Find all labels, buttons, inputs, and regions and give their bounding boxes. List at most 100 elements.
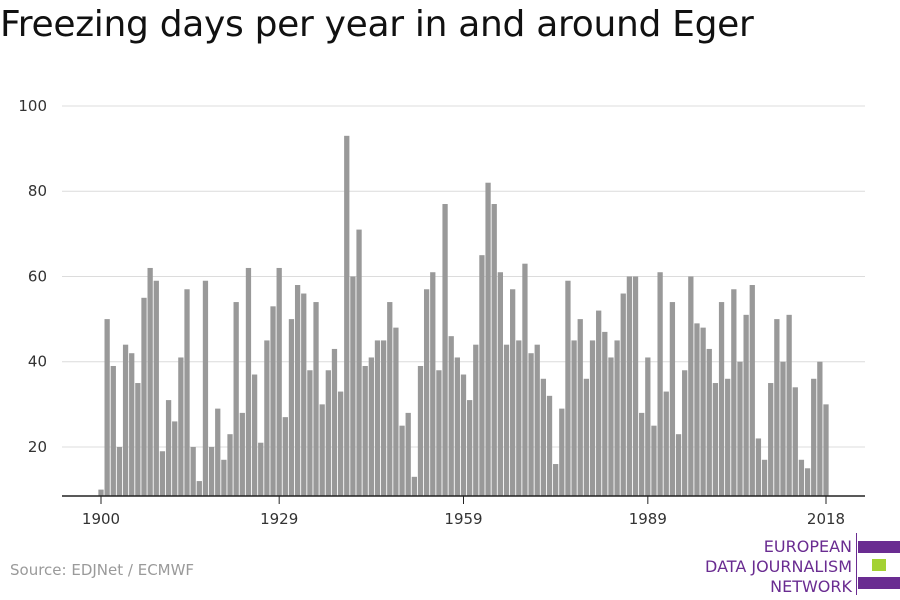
logo-bar-purple-bottom (858, 577, 900, 589)
bar-1908 (147, 267, 153, 496)
bar-1920 (221, 459, 227, 496)
bar-1994 (675, 434, 682, 496)
bar-2014 (798, 459, 805, 496)
bar-1974 (553, 464, 559, 496)
bar-1968 (516, 340, 522, 496)
bar-1950 (405, 412, 411, 496)
bar-2005 (743, 314, 749, 496)
bar-1949 (399, 425, 405, 496)
bar-1922 (233, 302, 239, 496)
bar-2002 (725, 378, 731, 496)
bar-1927 (264, 340, 270, 496)
bar-2001 (718, 302, 725, 496)
bar-1929 (276, 267, 282, 496)
bar-chart: 20 40 60 80 100 1900 1929 1959 1989 2018 (18, 97, 865, 528)
chart-title: Freezing days per year in and around Ege… (0, 4, 754, 45)
gridlines (62, 105, 865, 448)
bar-1904 (122, 344, 129, 496)
bar-1917 (202, 280, 209, 496)
source-note: Source: EDJNet / ECMWF (10, 561, 195, 579)
bar-1938 (331, 348, 338, 496)
y-tick-label: 80 (28, 182, 47, 200)
bar-1956 (442, 204, 448, 496)
logo-divider (856, 533, 857, 595)
bar-1967 (510, 289, 516, 496)
bar-1961 (473, 344, 479, 496)
bar-1905 (129, 353, 135, 496)
bar-1959 (460, 374, 467, 496)
bar-1900 (98, 489, 104, 496)
bar-1902 (110, 365, 116, 496)
bar-1955 (436, 370, 442, 496)
bar-1909 (153, 280, 159, 496)
bar-1999 (706, 348, 712, 496)
bar-1937 (325, 370, 331, 496)
bar-1972 (540, 378, 547, 496)
bar-1981 (596, 310, 602, 496)
bar-2012 (786, 314, 792, 496)
bar-1996 (688, 276, 694, 496)
bar-1907 (141, 297, 147, 496)
bar-1924 (245, 267, 252, 496)
bar-1913 (178, 357, 184, 496)
bar-1935 (313, 302, 319, 496)
bar-1975 (559, 408, 565, 496)
bar-1969 (522, 263, 528, 496)
logo-text: EUROPEAN DATA JOURNALISM NETWORK (705, 537, 852, 597)
bar-1998 (700, 327, 706, 496)
bar-1957 (448, 336, 454, 496)
bar-1930 (282, 417, 288, 496)
bar-1980 (589, 340, 596, 496)
bar-1925 (251, 374, 258, 496)
bar-1928 (270, 306, 276, 496)
x-tick-label: 1900 (82, 510, 120, 528)
logo-line-3: NETWORK (770, 577, 852, 596)
bar-1944 (368, 357, 374, 496)
bar-2011 (780, 361, 786, 496)
logo-line-2: DATA JOURNALISM (705, 557, 852, 576)
bar-1963 (485, 182, 491, 496)
bar-1921 (227, 434, 233, 496)
bar-2008 (761, 459, 768, 496)
bar-1926 (258, 442, 264, 496)
bar-1943 (362, 365, 368, 496)
bar-2003 (731, 289, 737, 496)
bar-2006 (749, 285, 755, 496)
bar-2010 (774, 319, 780, 496)
bar-2009 (768, 383, 774, 496)
bar-1953 (423, 289, 430, 496)
bar-2016 (811, 378, 817, 496)
bar-1933 (301, 293, 307, 496)
bar-1983 (608, 357, 614, 496)
x-tick-label: 2018 (807, 510, 845, 528)
bar-1940 (344, 135, 350, 496)
y-tick-label: 20 (28, 438, 47, 456)
x-tick-label: 1989 (629, 510, 667, 528)
bar-1962 (479, 255, 485, 496)
y-tick-label: 60 (28, 267, 47, 285)
logo-bar-purple-top (858, 541, 900, 553)
bar-1951 (411, 476, 417, 496)
bar-2000 (712, 383, 719, 496)
bar-1992 (663, 391, 669, 496)
bar-1973 (546, 395, 553, 496)
bar-1990 (651, 425, 657, 496)
bar-1989 (645, 357, 651, 496)
bar-1931 (288, 319, 295, 496)
bar-1916 (196, 481, 202, 496)
bar-2015 (804, 468, 811, 496)
bar-2018 (823, 404, 829, 496)
bar-1947 (387, 302, 393, 496)
bar-1964 (491, 204, 497, 496)
bar-1945 (374, 340, 381, 496)
logo-line-1: EUROPEAN (763, 537, 852, 556)
bar-1952 (417, 365, 424, 496)
bar-1995 (682, 370, 688, 496)
bar-1906 (135, 383, 141, 496)
x-tick-label: 1959 (444, 510, 482, 528)
bar-1988 (639, 412, 645, 496)
bar-1901 (104, 319, 110, 496)
bar-1987 (632, 276, 639, 496)
bar-2007 (755, 438, 762, 496)
bar-1984 (614, 340, 620, 496)
